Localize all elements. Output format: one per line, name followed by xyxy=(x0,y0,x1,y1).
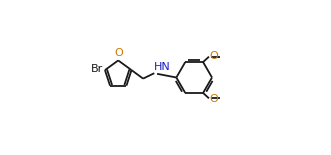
Text: O: O xyxy=(114,48,123,58)
Text: HN: HN xyxy=(154,62,171,72)
Text: O: O xyxy=(210,51,218,62)
Text: O: O xyxy=(210,93,218,104)
Text: Br: Br xyxy=(91,64,103,74)
